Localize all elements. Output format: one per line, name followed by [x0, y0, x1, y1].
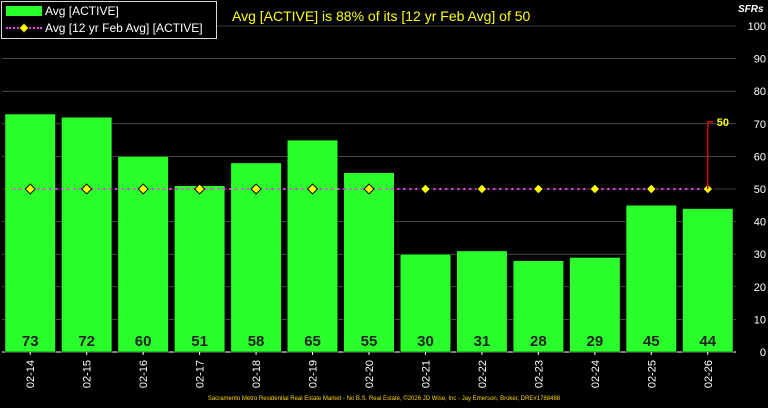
line-marker [476, 183, 488, 195]
bar [174, 185, 226, 353]
y-tick-label: 70 [754, 119, 766, 131]
x-tick-label: 02-19 [308, 360, 320, 388]
bar [399, 253, 451, 353]
bar-data-label: 72 [78, 333, 95, 350]
legend-item-bar: Avg [ACTIVE] [6, 3, 119, 19]
average-line-series [13, 183, 714, 195]
line-marker [193, 183, 206, 195]
bar [4, 113, 56, 353]
bar [287, 139, 339, 353]
bar-data-label: 73 [22, 333, 39, 350]
bar [682, 208, 734, 353]
bar-data-label: 45 [643, 333, 660, 350]
y-tick-label: 30 [754, 249, 766, 261]
line-marker [363, 183, 375, 195]
y-tick-label: 80 [754, 86, 766, 98]
line-marker [589, 183, 601, 195]
legend-bar-swatch [6, 6, 42, 16]
x-tick-label: 02-22 [477, 360, 489, 388]
legend-line-label: Avg [12 yr Feb Avg] [ACTIVE] [45, 21, 203, 35]
line-marker [645, 183, 657, 195]
bar-data-label: 65 [304, 333, 321, 350]
y-axis-unit-label: SFRs [738, 4, 764, 15]
y-tick-label: 40 [754, 217, 766, 229]
bar-data-label: 58 [248, 333, 265, 350]
legend-bar-label: Avg [ACTIVE] [45, 4, 119, 18]
y-tick-label: 100 [748, 21, 766, 33]
x-tick-label: 02-23 [533, 360, 545, 388]
y-tick-label: 90 [754, 54, 766, 66]
x-tick-label: 02-24 [590, 360, 602, 388]
bar-data-label: 30 [417, 333, 434, 350]
bar-data-label: 44 [699, 333, 716, 350]
x-tick-label: 02-16 [138, 360, 150, 388]
x-tick-label: 02-21 [420, 360, 432, 388]
bar-data-label: 31 [474, 333, 491, 350]
bar-data-label: 55 [361, 333, 378, 350]
line-marker [24, 183, 36, 195]
line-marker [306, 183, 319, 195]
bar [343, 172, 395, 353]
bar [61, 117, 113, 353]
footer-credit: Sacramento Metro Residential Real Estate… [207, 396, 561, 402]
x-tick-label: 02-20 [364, 360, 376, 388]
y-axis-ticks: 0 10 20 30 40 50 60 70 80 90 100 [748, 21, 766, 359]
bar-data-label: 29 [587, 333, 604, 350]
x-tick-label: 02-18 [251, 360, 263, 388]
x-tick-label: 02-15 [82, 360, 94, 388]
line-marker [250, 183, 262, 195]
x-tick-label: 02-17 [195, 360, 207, 388]
diamond-marker-icon [18, 22, 30, 34]
bar [625, 205, 677, 353]
line-marker [532, 183, 545, 195]
y-tick-label: 50 [754, 184, 766, 196]
legend: Avg [ACTIVE] Avg [12 yr Feb Avg] [ACTIVE… [1, 1, 217, 39]
y-tick-label: 0 [760, 347, 766, 359]
annotation-label: 50 [717, 117, 729, 129]
chart-title: Avg [ACTIVE] is 88% of its [12 yr Feb Av… [232, 8, 531, 24]
legend-line-swatch [6, 22, 42, 34]
y-tick-label: 20 [754, 282, 766, 294]
bar-series [4, 113, 734, 353]
line-marker [137, 183, 149, 195]
bar-data-label: 51 [191, 333, 208, 350]
bar-data-label: 28 [530, 333, 547, 350]
x-tick-label: 02-26 [703, 360, 715, 388]
y-tick-label: 60 [754, 151, 766, 163]
legend-item-line: Avg [12 yr Feb Avg] [ACTIVE] [6, 20, 203, 36]
bar [456, 250, 508, 353]
bar-data-labels: 73 72 60 51 58 65 55 30 31 28 29 45 44 [22, 333, 717, 350]
line-marker [81, 183, 93, 195]
annotation-bracket [707, 121, 714, 189]
bar [512, 260, 564, 353]
x-tick-label: 02-14 [25, 360, 37, 388]
y-tick-label: 10 [754, 314, 766, 326]
x-tick-label: 02-25 [646, 360, 658, 388]
line-marker [419, 183, 432, 195]
bar-data-label: 60 [135, 333, 152, 350]
x-axis-ticks: 02-14 02-15 02-16 02-17 02-18 02-19 02-20 02-21… [25, 352, 715, 388]
annotation: 50 [707, 117, 729, 189]
